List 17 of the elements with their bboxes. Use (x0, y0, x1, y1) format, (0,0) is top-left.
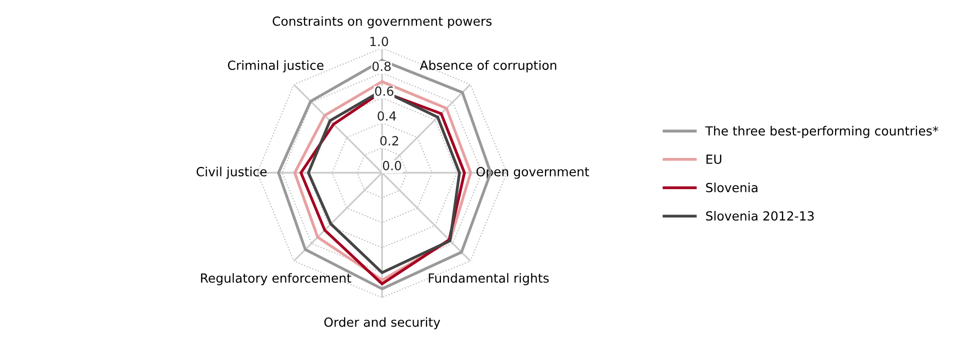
legend-label: EU (706, 154, 722, 164)
spoke-label: Constraints on government powers (272, 16, 492, 28)
spoke-label: Civil justice (196, 166, 267, 179)
spoke-label: Order and security (324, 317, 440, 330)
spoke-label: Criminal justice (228, 60, 324, 72)
y-tick-label: 0.2 (380, 136, 398, 146)
y-tick-label: 0.0 (382, 160, 402, 170)
y-tick-label: 0.6 (375, 86, 394, 96)
spoke-label: Fundamental rights (428, 273, 549, 286)
spoke-label: Regulatory enforcement (201, 273, 352, 286)
y-tick-label: 1.0 (370, 36, 388, 46)
spoke-label: Absence of corruption (420, 60, 556, 72)
legend-label: Slovenia (706, 182, 758, 192)
legend-label: The three best-performing countries* (705, 126, 938, 138)
legend-label: Slovenia 2012-13 (706, 210, 814, 221)
y-tick-label: 0.4 (378, 111, 396, 121)
y-tick-label: 0.8 (372, 62, 391, 72)
